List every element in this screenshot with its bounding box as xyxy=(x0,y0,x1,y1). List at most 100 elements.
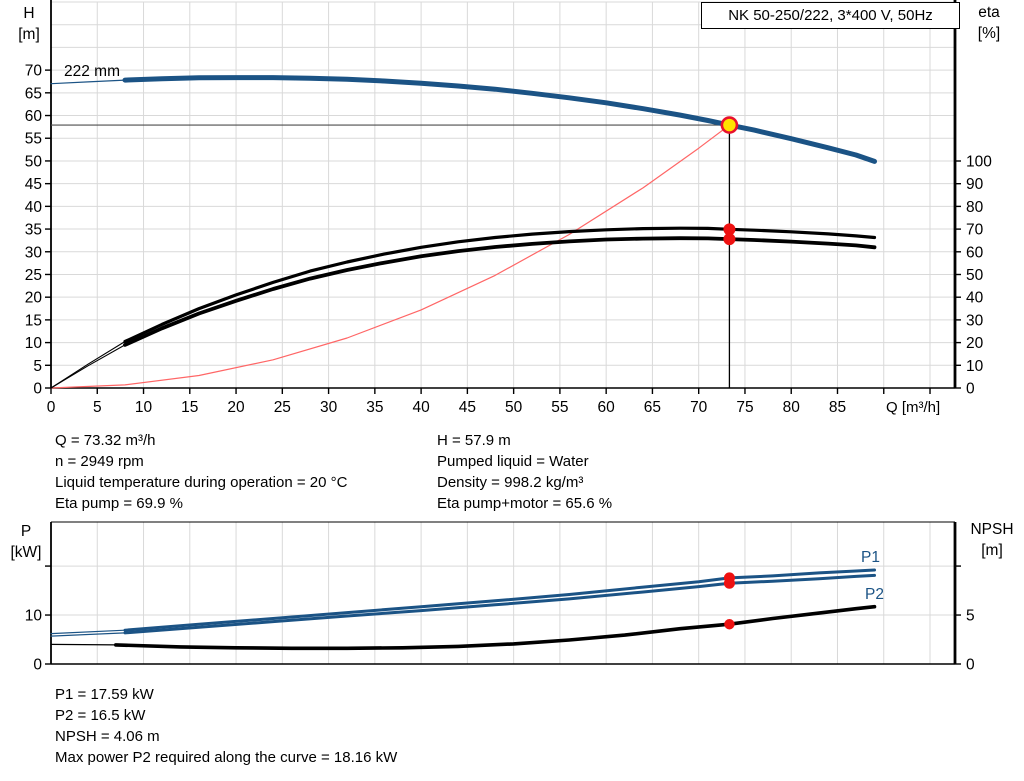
y-left-tick-label: 35 xyxy=(25,222,42,239)
x-tick-label: 50 xyxy=(505,399,523,416)
x-tick-label: 35 xyxy=(366,399,383,416)
q-axis-label: Q [m³/h] xyxy=(886,399,941,416)
p2-lead-curve xyxy=(50,632,126,637)
npsh-axis-label: NPSH [m] xyxy=(960,519,1024,561)
p2-curve-label: P2 xyxy=(865,586,884,603)
x-tick-label: 15 xyxy=(181,399,198,416)
x-tick-label: 85 xyxy=(829,399,846,416)
x-tick-label: 5 xyxy=(93,399,102,416)
qh-lead-curve xyxy=(50,79,126,85)
info-line: n = 2949 rpm xyxy=(55,453,144,470)
y-right-tick-label: 30 xyxy=(966,312,984,329)
y-left-tick-label: 10 xyxy=(25,608,43,625)
x-tick-label: 55 xyxy=(551,399,568,416)
power-npsh-chart[interactable]: 0 10 0 5 P2 P1 xyxy=(0,515,1024,685)
duty-point[interactable] xyxy=(720,116,739,134)
y-left-tick-label: 5 xyxy=(33,358,42,375)
x-tick-label: 30 xyxy=(320,399,338,416)
x-tick-label: 20 xyxy=(227,399,245,416)
p-axis-symbol: P xyxy=(20,523,32,540)
x-tick-label: 65 xyxy=(644,399,661,416)
info-line: Max power P2 required along the curve = … xyxy=(55,749,398,766)
x-tick-label: 60 xyxy=(598,399,616,416)
duty-info-right: H = 57.9 m Pumped liquid = Water Density =… xyxy=(437,430,612,514)
p1-curve xyxy=(123,568,876,632)
qh-curve xyxy=(122,75,877,164)
y-right-tick-label: 60 xyxy=(966,244,984,261)
y-right-tick-label: 100 xyxy=(966,154,992,171)
p2-curve xyxy=(123,573,876,635)
y-left-tick-label: 50 xyxy=(25,153,43,170)
p-axis-label: P [kW] xyxy=(4,521,48,563)
info-line: Eta pump+motor = 65.6 % xyxy=(437,495,613,512)
y-right-tick-label: 20 xyxy=(966,335,984,352)
info-line: Liquid temperature during operation = 20… xyxy=(55,474,348,491)
x-tick-label: 75 xyxy=(736,399,753,416)
eta-pump-point xyxy=(723,223,736,236)
y-left-tick-label: 40 xyxy=(25,199,43,216)
y-right-tick-label: 50 xyxy=(966,267,984,284)
y-left-tick-label: 20 xyxy=(25,290,43,307)
power-info-block: P1 = 17.59 kW P2 = 16.5 kW NPSH = 4.06 m Ma… xyxy=(55,684,397,768)
duty-info-left: Q = 73.32 m³/h n = 2949 rpm Liquid tempera… xyxy=(55,430,347,514)
info-line: Pumped liquid = Water xyxy=(437,453,589,470)
y-right-tick-label: 0 xyxy=(966,381,975,398)
h-axis-unit: [m] xyxy=(18,26,40,43)
p1-lead-curve xyxy=(50,629,126,635)
info-line: Eta pump = 69.9 % xyxy=(55,495,183,512)
y-left-tick-label: 55 xyxy=(25,131,42,148)
eta-axis-label: eta [%] xyxy=(966,2,1012,44)
y-left-tick-label: 60 xyxy=(25,108,43,125)
info-line: NPSH = 4.06 m xyxy=(55,728,160,745)
npsh-axis-unit: [m] xyxy=(981,542,1003,559)
info-line: H = 57.9 m xyxy=(437,432,511,449)
y-right-tick-label: 40 xyxy=(966,290,984,307)
eta-pump-motor-curve xyxy=(123,236,877,347)
npsh-axis-symbol: NPSH xyxy=(970,521,1014,538)
y-left-tick-label: 45 xyxy=(25,176,42,193)
y-left-tick-label: 0 xyxy=(33,657,42,674)
y-left-tick-label: 30 xyxy=(25,244,43,261)
y-left-tick-label: 10 xyxy=(25,335,43,352)
info-line: P2 = 16.5 kW xyxy=(55,707,146,724)
info-line: Q = 73.32 m³/h xyxy=(55,432,156,449)
p1-curve-label: P1 xyxy=(861,549,880,566)
x-tick-label: 45 xyxy=(459,399,476,416)
y-right-tick-label: 5 xyxy=(966,608,975,625)
eta-axis-unit: [%] xyxy=(977,25,1001,42)
npsh-point xyxy=(724,619,735,630)
h-axis-label: H [m] xyxy=(7,3,51,45)
x-tick-label: 80 xyxy=(783,399,801,416)
y-left-tick-label: 25 xyxy=(25,267,42,284)
y-left-tick-label: 0 xyxy=(33,381,42,398)
y-left-tick-label: 15 xyxy=(25,312,42,329)
qh-curve-label: 222 mm xyxy=(64,63,120,80)
y-right-tick-label: 80 xyxy=(966,199,984,216)
x-tick-label: 40 xyxy=(412,399,430,416)
eta-pump-curve xyxy=(123,226,877,344)
y-right-tick-label: 0 xyxy=(966,657,975,674)
npsh-lead-curve xyxy=(50,643,117,646)
p-axis-unit: [kW] xyxy=(10,544,42,561)
eta-pump-motor-lead-curve xyxy=(50,344,126,389)
npsh-curve xyxy=(114,604,877,651)
y-right-tick-label: 90 xyxy=(966,176,984,193)
system-curve-curve xyxy=(50,124,730,389)
eta-pump-motor-point xyxy=(723,233,736,246)
pump-title-box: NK 50-250/222, 3*400 V, 50Hz xyxy=(701,2,960,29)
x-tick-label: 70 xyxy=(690,399,708,416)
h-axis-symbol: H xyxy=(23,5,35,22)
p2-point xyxy=(723,577,735,589)
x-tick-label: 0 xyxy=(47,399,56,416)
y-left-tick-label: 65 xyxy=(25,85,42,102)
qh-eta-chart[interactable]: 0 5 10 15 20 25 30 35 40 45 50 55 60 65 70 75 80 85 0 5 10 15… xyxy=(0,0,1024,430)
x-tick-label: 10 xyxy=(135,399,153,416)
y-left-tick-label: 70 xyxy=(25,63,43,80)
eta-axis-symbol: eta xyxy=(978,4,1000,21)
info-line: Density = 998.2 kg/m³ xyxy=(437,474,584,491)
info-line: P1 = 17.59 kW xyxy=(55,686,154,703)
y-right-tick-label: 10 xyxy=(966,358,984,375)
x-tick-label: 25 xyxy=(274,399,291,416)
y-right-tick-label: 70 xyxy=(966,222,984,239)
